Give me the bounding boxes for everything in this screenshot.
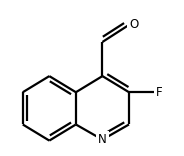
Text: O: O [129, 18, 138, 31]
Text: N: N [98, 133, 107, 146]
Text: F: F [155, 86, 162, 99]
